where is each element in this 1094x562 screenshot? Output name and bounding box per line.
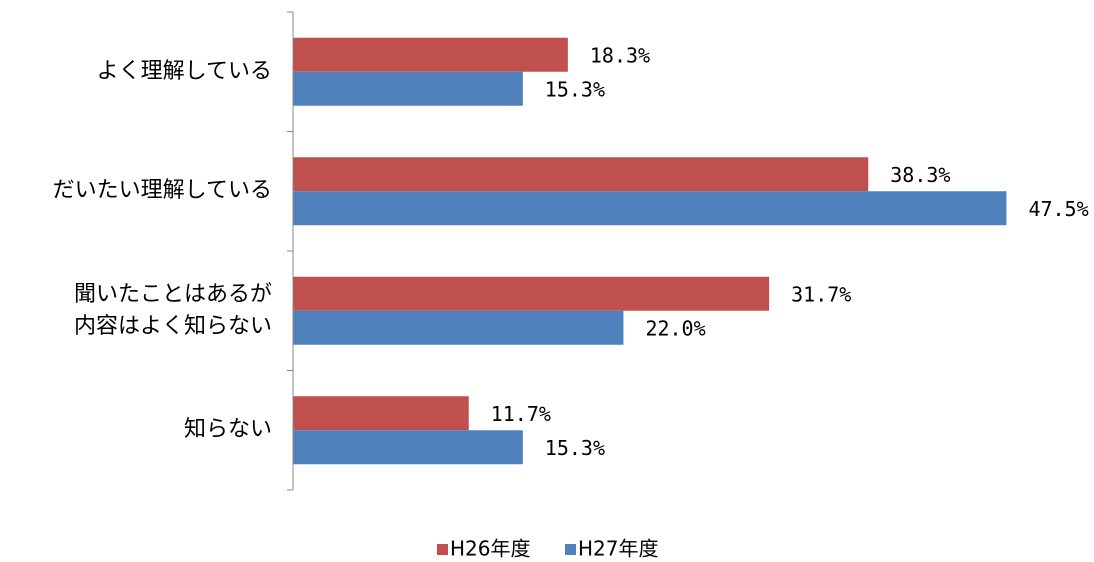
category-label: だいたい理解している — [52, 178, 272, 204]
bar — [293, 430, 523, 465]
legend-label: H27年度 — [578, 537, 659, 561]
legend-label: H26年度 — [450, 537, 531, 561]
value-label: 18.3% — [590, 43, 650, 67]
bar — [293, 37, 568, 72]
category-label: よく理解している — [96, 58, 272, 84]
value-label: 15.3% — [545, 436, 605, 460]
bar — [293, 396, 469, 431]
bar — [293, 157, 869, 192]
category-label: 知らない — [183, 417, 272, 443]
value-label: 22.0% — [645, 316, 705, 340]
legend-swatch — [565, 544, 576, 555]
value-label: 11.7% — [491, 402, 551, 426]
value-label: 15.3% — [545, 77, 605, 101]
value-label: 47.5% — [1028, 197, 1088, 221]
value-label: 31.7% — [791, 282, 851, 306]
bar — [293, 191, 1007, 226]
category-label: 聞いたことはあるが 内容はよく知らない — [73, 281, 272, 339]
bar — [293, 310, 624, 345]
value-label: 38.3% — [890, 163, 950, 187]
bar — [293, 71, 523, 106]
legend-swatch — [437, 544, 448, 555]
bar — [293, 276, 770, 311]
